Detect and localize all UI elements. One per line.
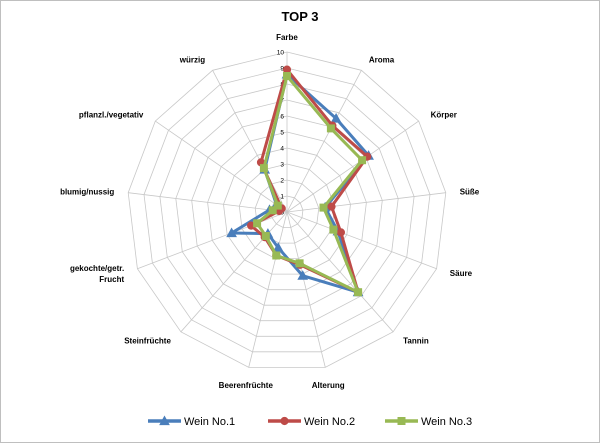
series-point bbox=[327, 202, 336, 211]
series-3 bbox=[253, 72, 367, 297]
axis-label: Alterung bbox=[312, 381, 345, 390]
tick-label: 6 bbox=[280, 114, 284, 121]
series-point bbox=[259, 164, 268, 173]
legend-marker bbox=[397, 417, 406, 425]
axis-label: Körper bbox=[431, 110, 457, 119]
grid-ring bbox=[191, 115, 383, 306]
grid-spoke bbox=[286, 192, 446, 213]
series-point bbox=[272, 242, 284, 252]
grid-ring bbox=[254, 179, 320, 244]
axis-label-line: gekochte/getr. bbox=[70, 264, 124, 273]
legend-marker bbox=[280, 416, 289, 426]
legend-marker bbox=[159, 415, 170, 426]
series-point bbox=[283, 72, 291, 80]
series-point bbox=[261, 232, 270, 240]
tick-label: 2 bbox=[280, 178, 284, 185]
grid-ring bbox=[223, 147, 351, 275]
grid-ring bbox=[143, 67, 431, 353]
series-point bbox=[253, 219, 262, 228]
tick-label: 4 bbox=[280, 146, 284, 153]
grid-ring bbox=[270, 195, 304, 228]
tick-label: 7 bbox=[280, 98, 284, 105]
tick-label: 5 bbox=[280, 130, 284, 137]
series-point bbox=[358, 156, 367, 165]
grid-ring bbox=[159, 83, 415, 337]
axis-label: Tannin bbox=[403, 337, 429, 346]
legend-label: Wein No.3 bbox=[421, 416, 472, 428]
axis-label: blumig/nussig bbox=[60, 187, 114, 196]
grid-spoke bbox=[286, 70, 362, 213]
axis-label: Steinfrüchte bbox=[124, 337, 171, 346]
chart-title: TOP 3 bbox=[281, 9, 319, 24]
series-point bbox=[273, 201, 282, 210]
axis-label: gekochte/getr. Frucht bbox=[70, 264, 125, 284]
grid-spoke bbox=[155, 120, 288, 213]
series-point bbox=[330, 112, 342, 123]
series-point bbox=[297, 270, 309, 280]
tick-label: 9 bbox=[280, 66, 284, 73]
tick-label: 1 bbox=[280, 194, 284, 201]
series-point bbox=[329, 225, 338, 234]
tick-label: 10 bbox=[277, 50, 285, 57]
series-point bbox=[326, 124, 335, 133]
series-point bbox=[295, 259, 304, 268]
series-point bbox=[272, 251, 281, 260]
axis-label: würzig bbox=[179, 56, 205, 65]
axis-label: pflanzl./vegetativ bbox=[79, 110, 144, 119]
grid-spoke bbox=[248, 211, 288, 368]
axis-label: Beerenfrüchte bbox=[219, 381, 274, 390]
radar-grid bbox=[127, 51, 447, 368]
grid-spoke bbox=[212, 70, 288, 213]
legend: Wein No.1 Wein No.2 Wein No.3 bbox=[148, 415, 472, 428]
axis-label: Farbe bbox=[276, 33, 298, 42]
tick-label: 3 bbox=[280, 162, 284, 169]
grid-ring bbox=[127, 51, 447, 368]
axis-label-line: Frucht bbox=[99, 275, 124, 284]
series-point bbox=[268, 206, 277, 215]
legend-label: Wein No.2 bbox=[304, 416, 355, 428]
axis-label: Säure bbox=[450, 269, 473, 278]
axis-label: Aroma bbox=[369, 56, 395, 65]
legend-label: Wein No.1 bbox=[184, 416, 235, 428]
series-point bbox=[354, 288, 363, 297]
series-point bbox=[319, 203, 328, 212]
grid-spoke bbox=[286, 211, 437, 270]
grid-spoke bbox=[128, 192, 288, 213]
series-point bbox=[226, 227, 237, 238]
series-point bbox=[336, 228, 345, 237]
axis-label: Süße bbox=[460, 187, 480, 196]
grid-spoke bbox=[286, 120, 419, 213]
grid-spoke bbox=[286, 211, 394, 333]
grid-ring bbox=[175, 99, 399, 322]
grid-spoke bbox=[286, 211, 326, 368]
